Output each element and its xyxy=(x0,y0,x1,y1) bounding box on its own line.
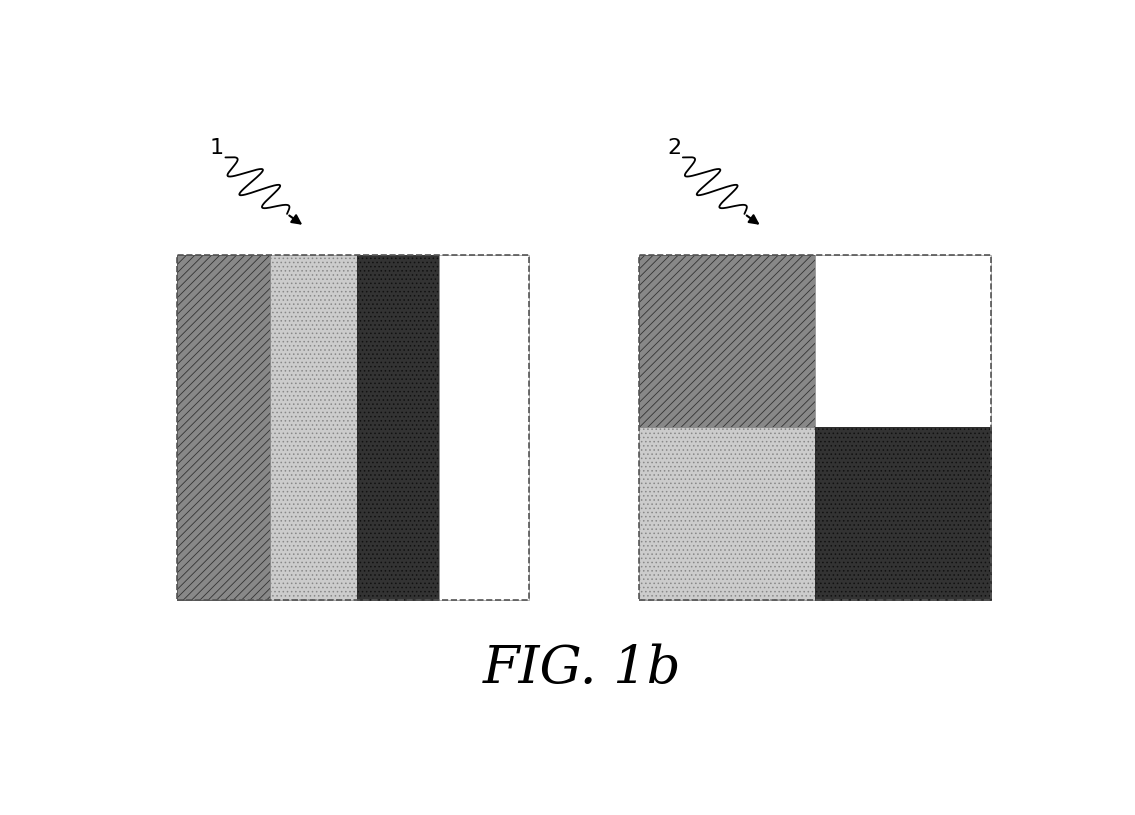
Text: 1: 1 xyxy=(210,138,224,158)
Bar xyxy=(815,254,991,427)
Text: FIG. 1b: FIG. 1b xyxy=(482,643,681,694)
Bar xyxy=(439,254,529,600)
Bar xyxy=(356,254,439,600)
Text: 2: 2 xyxy=(667,138,681,158)
Bar xyxy=(815,427,991,600)
Bar xyxy=(639,254,815,427)
Bar xyxy=(270,254,356,600)
Bar xyxy=(177,254,270,600)
Bar xyxy=(639,254,991,600)
Bar xyxy=(177,254,529,600)
Bar xyxy=(639,427,815,600)
